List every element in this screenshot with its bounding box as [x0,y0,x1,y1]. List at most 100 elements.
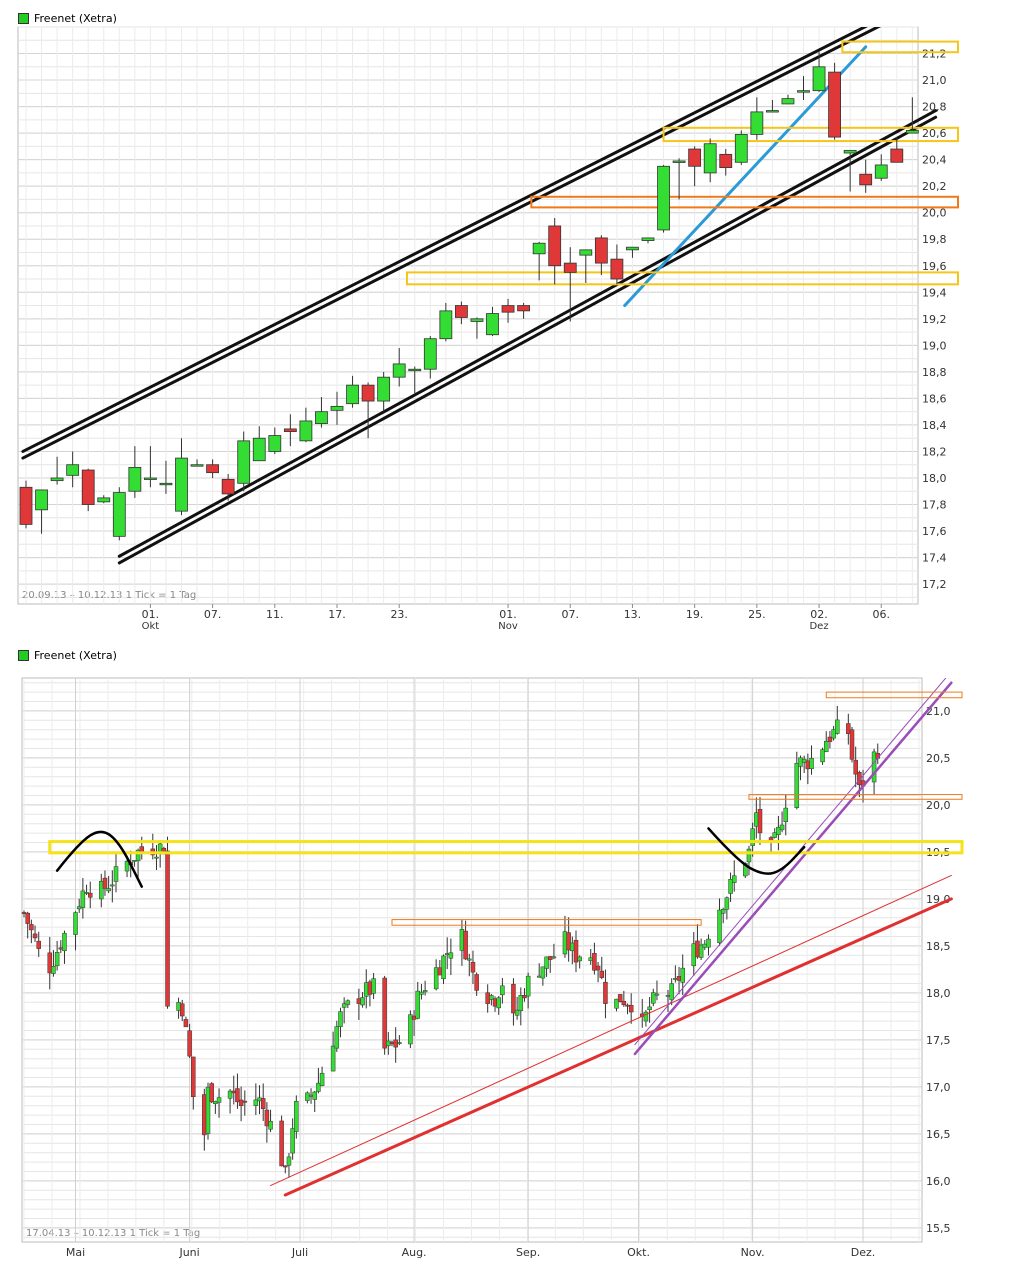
y-tick-label: 20,8 [922,101,947,114]
candle-body [518,994,524,1011]
candle-body [812,66,826,92]
x-tick-label: Mai [66,1246,85,1259]
candlestick-chart-top[interactable]: 17,2 17,4 17,6 17,8 18,0 18,2 18,4 18,6 18,8 19,0… [0,0,1018,632]
candle-body [76,906,82,910]
candle-body [592,953,597,971]
candle-body [779,824,785,831]
candle-body [492,998,498,1007]
candle-body [905,130,919,134]
y-tick-label: 18,0 [926,987,951,1000]
x-tick-label: Aug. [402,1246,427,1259]
candle-body [496,997,501,1009]
candle-body [501,305,515,313]
candle-body [252,437,266,462]
candle-body [628,1004,634,1013]
y-tick-label: 17,8 [922,499,947,512]
x-tick-label: 17. [328,608,346,621]
candle-body [99,881,104,900]
trend-line [117,115,938,565]
candle-body [588,957,593,962]
candle-body [626,246,639,251]
y-tick-label: 19,8 [922,233,947,246]
candle-body [32,933,38,939]
x-tick-label: Sep. [516,1246,540,1259]
candle-body [551,956,557,959]
x-tick-label: 11. [266,608,284,621]
x-tick-label: 07. [562,608,580,621]
candle-body [191,1056,196,1098]
x-tick-label: Nov. [741,1246,765,1259]
candles [19,50,919,541]
y-tick-label: 18,2 [922,445,947,458]
y-tick-label: 16,0 [926,1175,951,1188]
candle-body [205,1086,211,1134]
y-tick-label: 17,4 [922,552,947,565]
candle-body [470,318,484,322]
candle-body [29,924,34,931]
candle-body [474,974,479,991]
candle-body [728,879,733,894]
candle-body [562,931,568,955]
candle-body [408,1014,413,1045]
candle-body [257,1097,262,1102]
candle-body [890,148,904,163]
candle-body [312,1091,317,1100]
candle-body [393,1039,398,1048]
candle-body [433,967,439,990]
candle-body [448,952,454,959]
candle-body [283,1165,288,1168]
candle-body [525,975,531,997]
legend-label-bottom: Freenet (Xetra) [34,649,117,662]
candle-body [720,909,726,914]
level-zone [48,840,964,855]
candle-body [772,832,777,838]
candle-body [511,983,516,1014]
candle-body [286,1156,292,1166]
y-tick-label: 20,0 [926,799,951,812]
pattern-arcs [55,827,806,888]
candle-body [672,160,686,163]
candle-body [673,978,678,980]
candle-body [102,877,108,889]
candle-body [36,940,41,949]
candle-body [698,944,704,958]
candle-body [62,932,67,952]
candle-body [110,884,115,887]
level-zone [825,691,963,699]
candle-body [35,489,48,511]
trend-line [21,27,882,460]
level-zone [405,271,960,286]
candle-body [820,749,825,763]
candle-body [338,1011,343,1027]
candlestick-chart-bottom[interactable]: 15,516,016,517,017,518,018,519,019,520,0… [0,640,1018,1266]
trend-line [623,45,868,308]
candle-body [367,981,373,995]
y-tick-label: 17,5 [926,1034,951,1047]
candle-body [73,912,78,935]
candle-body [299,420,313,442]
candle-body [206,464,220,474]
level-zone [662,126,959,143]
x-tick-label: Juli [291,1246,308,1259]
candle-body [25,912,30,924]
candle-body [308,1094,314,1097]
candle-body [853,759,858,775]
candle-body [595,965,601,971]
candle-body [242,1100,248,1103]
candle-body [647,1006,652,1010]
candle-body [706,938,711,948]
x-tick-label: 02. [810,608,828,621]
candle-body [570,942,575,952]
candle-body [377,376,391,402]
candle-body [750,828,755,846]
y-tick-label: 19,4 [922,286,947,299]
pattern-arc [707,827,806,875]
candle-body [397,1042,402,1044]
candle-body [346,384,359,405]
candle-body [617,994,623,1003]
candle-body [766,110,779,113]
y-tick-label: 20,0 [922,207,947,220]
candle-body [294,1100,299,1132]
candle-body [657,165,670,231]
x-tick-sublabel: Nov [498,621,518,632]
